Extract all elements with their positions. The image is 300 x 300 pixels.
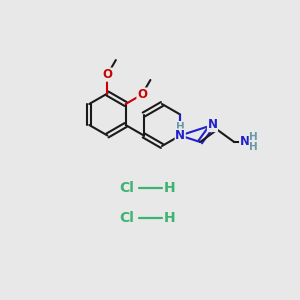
Text: H: H — [249, 132, 258, 142]
Text: H: H — [249, 142, 258, 152]
Text: Cl: Cl — [120, 211, 134, 225]
Text: O: O — [137, 88, 147, 101]
Text: N: N — [175, 129, 185, 142]
Text: Cl: Cl — [120, 181, 134, 195]
Text: H: H — [164, 211, 176, 225]
Text: N: N — [208, 118, 218, 131]
Text: H: H — [176, 122, 184, 131]
Text: H: H — [164, 181, 176, 195]
Text: N: N — [240, 136, 250, 148]
Text: O: O — [102, 68, 112, 81]
